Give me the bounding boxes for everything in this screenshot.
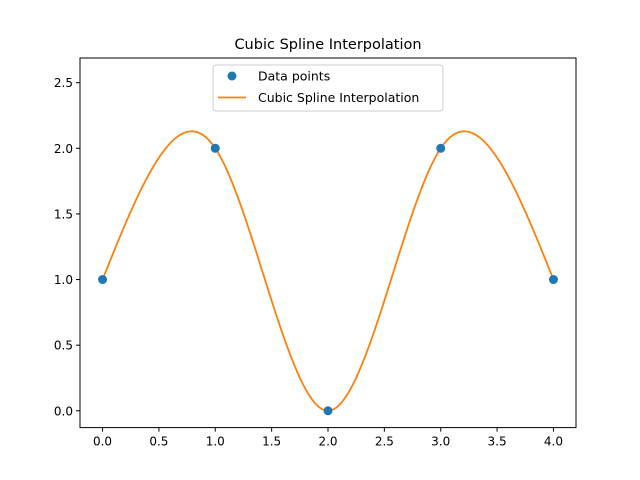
x-tick-label: 4.0 bbox=[544, 435, 563, 449]
data-point bbox=[548, 275, 558, 285]
x-tick-label: 1.0 bbox=[206, 435, 225, 449]
x-tick-label: 3.5 bbox=[488, 435, 507, 449]
x-tick-label: 1.5 bbox=[262, 435, 281, 449]
x-tick-label: 3.0 bbox=[431, 435, 450, 449]
legend: Data points Cubic Spline Interpolation bbox=[212, 64, 444, 112]
axes-frame bbox=[79, 57, 577, 429]
legend-marker-data-points bbox=[227, 71, 237, 81]
x-axis: 0.0 0.5 1.0 1.5 2.0 2.5 3.0 3.5 4.0 bbox=[93, 427, 563, 449]
y-tick-label: 1.5 bbox=[54, 207, 73, 221]
y-tick-label: 2.5 bbox=[54, 76, 73, 90]
x-tick-label: 2.0 bbox=[318, 435, 337, 449]
chart-title: Cubic Spline Interpolation bbox=[234, 37, 421, 53]
legend-label-spline: Cubic Spline Interpolation bbox=[258, 90, 419, 105]
plot-area bbox=[98, 130, 558, 416]
y-tick-label: 0.0 bbox=[54, 404, 73, 418]
data-point bbox=[436, 143, 446, 153]
legend-label-data-points: Data points bbox=[258, 69, 330, 84]
y-tick-label: 0.5 bbox=[54, 339, 73, 353]
data-point bbox=[210, 143, 220, 153]
y-tick-label: 1.0 bbox=[54, 273, 73, 287]
x-tick-label: 2.5 bbox=[375, 435, 394, 449]
legend-box bbox=[212, 64, 444, 112]
y-axis: 0.0 0.5 1.0 1.5 2.0 2.5 bbox=[54, 76, 80, 418]
data-point bbox=[323, 406, 333, 416]
x-tick-label: 0.0 bbox=[93, 435, 112, 449]
x-tick-label: 0.5 bbox=[149, 435, 168, 449]
data-point bbox=[98, 275, 108, 285]
y-tick-label: 2.0 bbox=[54, 142, 73, 156]
